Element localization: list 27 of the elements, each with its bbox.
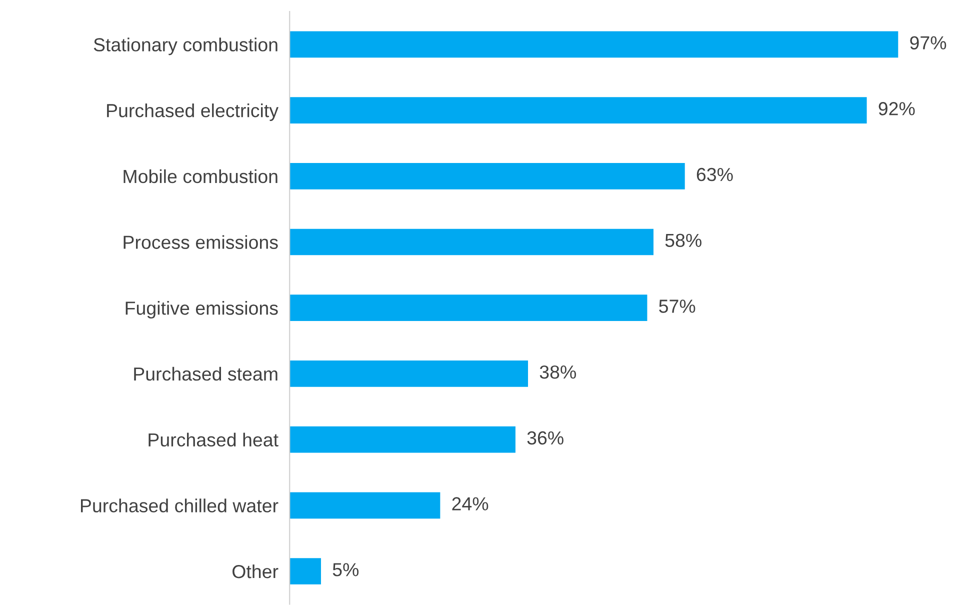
- y-tick-label: Purchased chilled water: [80, 498, 278, 512]
- y-tick-label: Purchased electricity: [107, 104, 278, 121]
- y-tick-label: Purchased steam: [134, 366, 278, 381]
- data-label: 92%: [878, 102, 915, 116]
- y-tick-label: Other: [232, 564, 278, 578]
- bar: [290, 97, 867, 124]
- bar: [290, 162, 685, 190]
- bar: [290, 294, 648, 322]
- y-tick-label: Stationary combustion: [94, 38, 278, 56]
- data-label: 57%: [659, 300, 696, 313]
- bar: [290, 360, 528, 387]
- y-tick-label: Mobile combustion: [124, 169, 278, 184]
- bar: [290, 492, 440, 519]
- y-tick-label: Process emissions: [124, 235, 278, 249]
- data-label: 58%: [665, 234, 702, 248]
- bar: [290, 558, 321, 584]
- data-label: 5%: [332, 563, 359, 576]
- bar: [290, 228, 654, 256]
- bar: [290, 426, 516, 453]
- data-label: 97%: [910, 36, 946, 50]
- data-label: 38%: [540, 365, 576, 379]
- y-tick-label: Fugitive emissions: [126, 301, 278, 319]
- y-tick-label: Purchased heat: [148, 432, 278, 447]
- bar: [290, 31, 898, 58]
- data-label: 63%: [696, 168, 733, 182]
- data-label: 36%: [527, 431, 564, 445]
- data-label: 24%: [452, 497, 488, 510]
